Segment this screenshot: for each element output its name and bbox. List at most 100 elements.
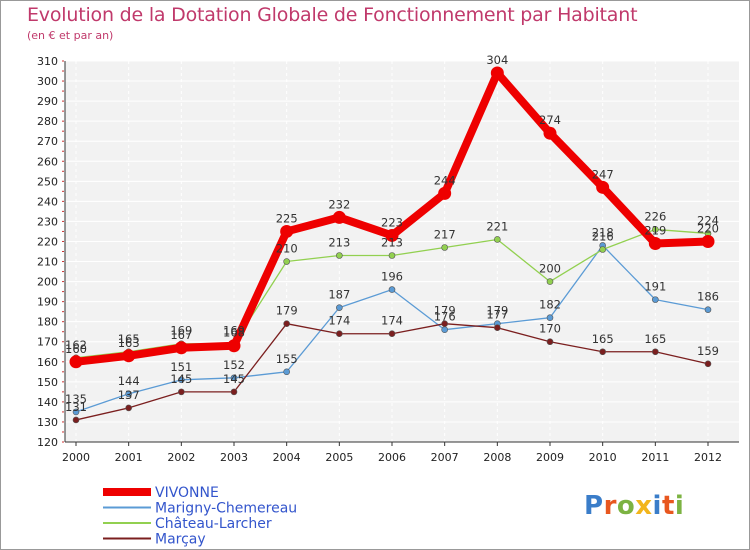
data-point-marigny-chemereau [283,368,290,376]
data-point-chateau-larcher [283,258,290,265]
data-label-marigny-chemereau: 196 [381,270,403,284]
data-label-chateau-larcher: 169 [223,324,245,338]
data-label-marcay: 174 [328,314,350,328]
y-tick-label: 180 [37,316,58,329]
data-label-chateau-larcher: 213 [381,236,403,250]
data-label-marigny-chemereau: 182 [539,298,561,312]
data-label-chateau-larcher: 210 [276,242,298,256]
data-label-marigny-chemereau: 176 [434,310,456,324]
data-label-marigny-chemereau: 155 [276,352,298,366]
data-point-marcay [599,348,606,356]
y-tick-label: 230 [37,215,58,228]
legend-label-chateau-larcher: Château-Larcher [155,516,272,532]
data-label-marigny-chemereau: 144 [118,374,140,388]
data-label-chateau-larcher: 224 [697,213,719,227]
data-label-chateau-larcher: 216 [592,229,614,243]
data-label-marigny-chemereau: 135 [65,392,87,406]
x-tick-label: 2000 [62,451,90,464]
data-label-marigny-chemereau: 179 [486,304,508,318]
x-tick-label: 2007 [431,451,459,464]
data-label-marigny-chemereau: 218 [592,225,614,239]
x-tick-label: 2003 [220,451,248,464]
x-tick-label: 2002 [167,451,195,464]
x-tick-label: 2006 [378,451,406,464]
data-point-marcay [125,404,132,412]
data-label-vivonne: 304 [486,53,508,67]
data-point-vivonne [490,66,504,80]
data-point-vivonne [596,180,610,194]
data-label-chateau-larcher: 217 [434,227,456,241]
proxiti-logo: Proxiti [584,491,685,521]
data-point-marigny-chemereau [178,376,185,384]
data-label-marcay: 137 [118,388,140,402]
data-point-chateau-larcher [652,226,659,233]
data-label-vivonne: 167 [170,328,192,342]
data-label-vivonne: 163 [118,336,140,350]
data-point-chateau-larcher [441,244,448,251]
data-point-marcay [178,388,185,396]
y-tick-label: 220 [37,235,58,248]
data-label-marigny-chemereau: 152 [223,358,245,372]
data-label-marcay: 165 [644,332,666,346]
data-point-chateau-larcher [494,236,501,243]
x-tick-label: 2004 [273,451,301,464]
legend-label-vivonne: VIVONNE [155,485,219,501]
legend-label-marigny-chemereau: Marigny-Chemereau [155,501,297,517]
data-label-marigny-chemereau: 191 [644,280,666,294]
data-point-marcay [494,324,501,332]
y-tick-label: 140 [37,396,58,409]
data-point-vivonne [227,339,241,353]
data-label-vivonne: 244 [434,173,456,187]
data-point-vivonne [280,224,294,238]
data-label-chateau-larcher: 226 [644,209,666,223]
data-point-chateau-larcher [546,278,554,285]
data-label-marigny-chemereau: 151 [170,360,192,374]
data-label-chateau-larcher: 213 [328,236,350,250]
data-label-vivonne: 160 [65,342,87,356]
x-tick-label: 2005 [325,451,353,464]
data-label-marcay: 131 [65,400,87,414]
x-tick-label: 2008 [483,451,511,464]
data-label-marcay: 177 [486,308,508,322]
y-tick-label: 190 [37,296,58,309]
data-point-vivonne [385,228,399,242]
data-label-marigny-chemereau: 187 [328,288,350,302]
y-tick-label: 310 [37,55,58,68]
data-label-vivonne: 247 [592,167,614,181]
plot-area [65,61,739,442]
data-point-marcay [652,348,659,356]
data-label-chateau-larcher: 169 [170,324,192,338]
data-point-marcay [283,320,290,327]
y-tick-label: 210 [37,256,58,269]
data-point-vivonne [69,355,83,369]
data-label-marcay: 165 [592,332,614,346]
data-label-vivonne: 220 [697,221,719,235]
data-label-vivonne: 225 [276,211,298,225]
data-point-vivonne [332,210,346,224]
data-label-vivonne: 232 [328,197,350,211]
data-point-marcay [441,320,448,327]
x-tick-label: 2009 [536,451,564,464]
data-label-marcay: 179 [276,304,298,318]
data-point-vivonne [543,126,557,140]
data-point-marcay [704,360,712,368]
data-label-chateau-larcher: 162 [65,338,87,352]
data-point-marcay [388,330,396,338]
data-point-marcay [230,388,238,396]
x-tick-label: 2011 [641,451,669,464]
data-point-marigny-chemereau [336,304,343,311]
y-tick-label: 130 [37,416,58,429]
data-point-marigny-chemereau [388,286,396,293]
y-tick-label: 250 [37,175,58,188]
data-point-vivonne [174,341,188,355]
data-point-chateau-larcher [336,252,343,259]
y-tick-label: 300 [37,75,58,88]
data-label-marigny-chemereau: 186 [697,290,719,304]
data-point-chateau-larcher [388,252,396,259]
data-label-marcay: 145 [170,372,192,386]
data-point-marigny-chemereau [704,306,712,313]
data-label-marcay: 159 [697,344,719,358]
data-label-vivonne: 168 [223,326,245,340]
